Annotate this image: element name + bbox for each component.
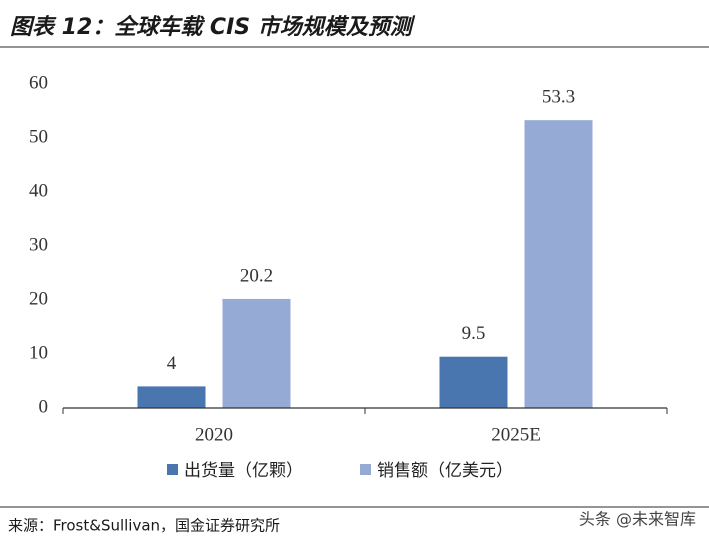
value-label: 9.5 bbox=[462, 323, 486, 344]
y-tick-label: 40 bbox=[29, 180, 48, 201]
y-tick-label: 20 bbox=[29, 288, 48, 309]
x-tick-label: 2025E bbox=[491, 424, 541, 445]
chart-title: 图表 12：全球车载 CIS 市场规模及预测 bbox=[10, 14, 416, 40]
y-tick-label: 0 bbox=[39, 396, 49, 417]
legend-label: 出货量（亿颗） bbox=[184, 461, 303, 481]
watermark: 头条 @未来智库 bbox=[579, 510, 696, 529]
value-label: 20.2 bbox=[240, 265, 273, 286]
y-tick-label: 10 bbox=[29, 342, 48, 363]
y-tick-label: 60 bbox=[29, 72, 48, 93]
value-label: 53.3 bbox=[542, 87, 575, 108]
value-label: 4 bbox=[167, 353, 177, 374]
y-tick-label: 30 bbox=[29, 234, 48, 255]
bar bbox=[137, 386, 206, 408]
source: 来源：Frost&Sullivan，国金证券研究所 bbox=[8, 517, 280, 535]
legend-label: 销售额（亿美元） bbox=[377, 461, 513, 481]
legend-swatch bbox=[167, 464, 178, 475]
y-tick-label: 50 bbox=[29, 126, 48, 147]
x-tick-label: 2020 bbox=[195, 424, 233, 445]
bar bbox=[524, 120, 593, 409]
bar bbox=[222, 298, 291, 408]
bar bbox=[439, 356, 508, 408]
legend-swatch bbox=[360, 464, 371, 475]
